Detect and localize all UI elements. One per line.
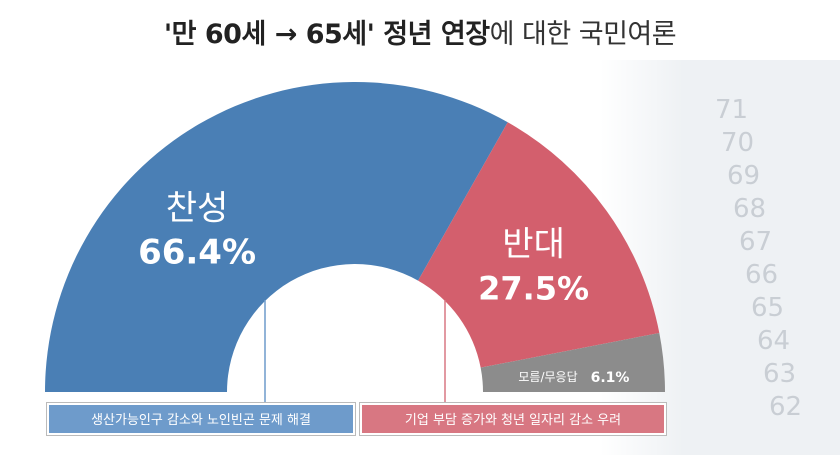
slice-value-disagree: 27.5% bbox=[478, 270, 589, 308]
slice-value-unknown: 6.1% bbox=[591, 370, 630, 386]
slice-label-unknown: 모름/무응답 bbox=[518, 370, 577, 384]
chart-slices bbox=[45, 81, 665, 392]
slice-value-agree: 66.4% bbox=[138, 233, 256, 273]
chart-title-normal: 에 대한 국민여론 bbox=[489, 19, 677, 50]
background-decor: 71706968676665646362 bbox=[600, 60, 840, 455]
slice-1 bbox=[45, 81, 508, 392]
chart-title-bold: '만 60세 → 65세' 정년 연장 bbox=[163, 19, 490, 50]
reason-connectors bbox=[264, 300, 446, 403]
reason-box-agree: 생산가능인구 감소와 노인빈곤 문제 해결 bbox=[46, 402, 356, 436]
chart-title: '만 60세 → 65세' 정년 연장에 대한 국민여론 bbox=[0, 12, 840, 51]
slice-label-disagree: 반대 bbox=[502, 225, 565, 265]
slice-label-agree: 찬성 bbox=[166, 189, 229, 229]
slice-3 bbox=[480, 332, 665, 392]
slice-2 bbox=[418, 122, 660, 368]
decor-fade bbox=[600, 60, 840, 455]
reason-box-disagree: 기업 부담 증가와 청년 일자리 감소 우려 bbox=[359, 402, 667, 436]
